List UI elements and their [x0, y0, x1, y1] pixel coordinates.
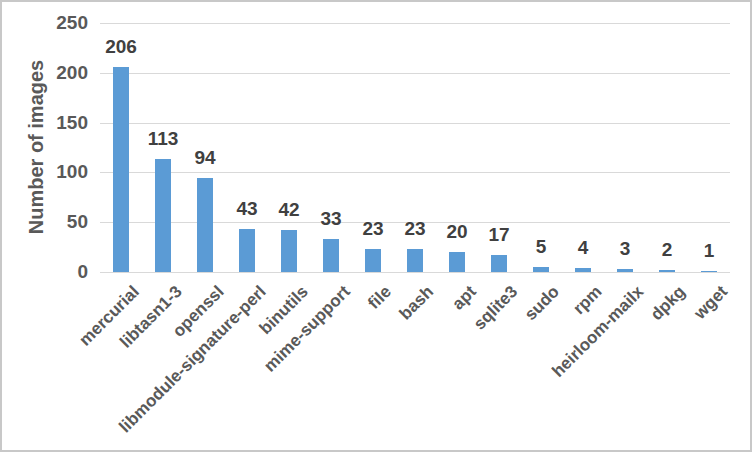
bar — [239, 229, 255, 272]
x-category-label: bash — [396, 282, 438, 324]
x-category-label: wget — [691, 282, 733, 324]
gridline — [100, 23, 730, 24]
bar-value-label: 94 — [170, 148, 240, 168]
bar — [323, 239, 339, 272]
bar — [449, 252, 465, 272]
bar — [491, 255, 507, 272]
gridline — [100, 73, 730, 74]
bar — [533, 267, 549, 272]
gridline — [100, 172, 730, 173]
y-axis-title: Number of images — [25, 60, 48, 234]
x-category-label: apt — [448, 282, 480, 314]
y-tick-label: 200 — [2, 62, 88, 84]
bar — [701, 271, 717, 272]
bar-chart: Number of images 050100150200250206mercu… — [0, 0, 752, 452]
bar — [575, 268, 591, 272]
bar-value-label: 113 — [128, 129, 198, 149]
gridline — [100, 272, 730, 273]
bar — [197, 178, 213, 272]
bar — [407, 249, 423, 272]
bar — [659, 270, 675, 272]
gridline — [100, 123, 730, 124]
y-tick-label: 0 — [2, 261, 88, 283]
bar — [617, 269, 633, 272]
x-category-label: file — [365, 282, 397, 314]
y-tick-label: 250 — [2, 12, 88, 34]
x-category-label: sudo — [521, 282, 564, 325]
bar-value-label: 1 — [674, 241, 744, 261]
y-tick-label: 100 — [2, 161, 88, 183]
y-tick-label: 50 — [2, 211, 88, 233]
bar — [281, 230, 297, 272]
x-category-label: dpkg — [647, 282, 690, 325]
x-category-label: sqlite3 — [470, 282, 522, 334]
bar — [155, 159, 171, 272]
bar — [365, 249, 381, 272]
bar-value-label: 206 — [86, 37, 156, 57]
bar — [113, 67, 129, 272]
y-tick-label: 150 — [2, 112, 88, 134]
